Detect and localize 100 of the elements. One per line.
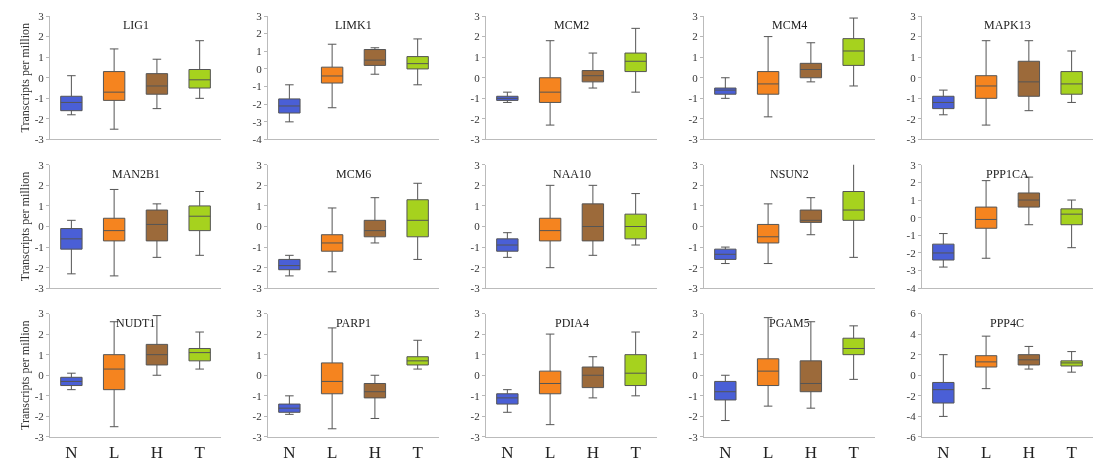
y-tick-label: -3 — [252, 282, 263, 295]
y-tick-label: 0 — [910, 71, 917, 84]
y-axis-title: Transcripts per million — [17, 22, 32, 133]
chart-title: MCM2 — [554, 18, 590, 32]
y-tick-label: 0 — [692, 220, 699, 233]
y-tick-label: -1 — [34, 240, 44, 253]
y-tick-label: 2 — [474, 30, 480, 43]
y-tick-label: 3 — [256, 307, 263, 320]
x-tick-label: T — [412, 443, 424, 463]
chart-title: PPP1CA — [986, 167, 1030, 181]
chart-title: PARP1 — [336, 316, 371, 330]
y-tick-label: -3 — [470, 133, 481, 146]
y-tick-label: -2 — [34, 112, 44, 125]
y-tick-label: 3 — [474, 9, 481, 22]
y-tick-label: 1 — [692, 348, 698, 361]
y-tick-label: 3 — [910, 9, 917, 22]
y-tick-label: -3 — [34, 430, 45, 443]
y-tick-label: -1 — [252, 240, 262, 253]
y-tick-label: -2 — [252, 261, 262, 274]
y-tick-label: 1 — [256, 199, 262, 212]
y-tick-label: 0 — [910, 211, 917, 224]
y-tick-label: -3 — [906, 264, 917, 277]
y-tick-label: -3 — [34, 133, 45, 146]
y-tick-label: 3 — [692, 307, 699, 320]
y-tick-label: -3 — [34, 282, 45, 295]
chart-title: PGAM5 — [769, 316, 810, 330]
y-tick-label: -1 — [470, 92, 480, 105]
y-tick-label: 3 — [38, 158, 45, 171]
y-tick-label: 0 — [38, 369, 45, 382]
y-tick-label: -2 — [470, 410, 480, 423]
x-tick-label: H — [368, 443, 382, 463]
x-tick-label: L — [326, 443, 338, 463]
x-tick-label: N — [65, 443, 78, 463]
y-tick-label: 1 — [38, 348, 44, 361]
y-tick-label: 0 — [910, 369, 917, 382]
y-tick-label: 0 — [38, 71, 45, 84]
y-tick-label: 1 — [474, 199, 480, 212]
chart-title: PDIA4 — [555, 316, 590, 330]
y-tick-label: 3 — [256, 9, 263, 22]
y-tick-label: -2 — [688, 112, 698, 125]
y-tick-label: 0 — [474, 369, 481, 382]
y-tick-label: -3 — [906, 133, 917, 146]
y-tick-label: -2 — [470, 112, 480, 125]
chart-title: NSUN2 — [770, 167, 809, 181]
x-tick-label: N — [283, 443, 296, 463]
y-tick-label: -2 — [906, 112, 916, 125]
y-tick-label: 3 — [910, 158, 917, 171]
y-tick-label: 1 — [692, 199, 698, 212]
y-tick-label: -1 — [252, 80, 262, 93]
chart-title: MAN2B1 — [112, 167, 161, 181]
y-tick-label: 3 — [38, 9, 45, 22]
y-tick-label: 2 — [910, 348, 916, 361]
x-tick-label: T — [848, 443, 860, 463]
y-tick-label: -2 — [688, 261, 698, 274]
y-tick-label: -2 — [252, 98, 262, 111]
y-tick-label: 2 — [474, 327, 480, 340]
y-tick-label: 1 — [38, 51, 44, 64]
x-tick-label: H — [586, 443, 600, 463]
y-tick-label: 3 — [692, 158, 699, 171]
y-tick-label: -1 — [34, 92, 44, 105]
y-tick-label: 0 — [474, 71, 481, 84]
y-tick-label: 1 — [910, 193, 916, 206]
y-tick-label: 0 — [692, 71, 699, 84]
y-tick-label: 0 — [256, 369, 263, 382]
y-tick-label: -3 — [470, 282, 481, 295]
chart-title: NAA10 — [553, 167, 591, 181]
x-tick-label: L — [762, 443, 774, 463]
y-axis-title: Transcripts per million — [17, 320, 32, 431]
y-tick-label: 2 — [910, 30, 916, 43]
y-tick-label: 1 — [474, 348, 480, 361]
y-tick-label: 2 — [692, 179, 698, 192]
y-tick-label: -4 — [252, 133, 263, 146]
y-tick-label: 0 — [692, 369, 699, 382]
x-tick-label: T — [194, 443, 206, 463]
y-tick-label: 3 — [692, 9, 699, 22]
y-tick-label: 0 — [474, 220, 481, 233]
y-tick-label: -1 — [34, 389, 44, 402]
y-tick-label: 2 — [910, 176, 916, 189]
y-tick-label: 2 — [256, 179, 262, 192]
y-tick-label: 0 — [256, 220, 263, 233]
y-tick-label: -1 — [688, 389, 698, 402]
x-tick-label: H — [1022, 443, 1035, 463]
y-tick-label: -2 — [688, 410, 698, 423]
y-tick-label: -2 — [34, 410, 44, 423]
y-tick-label: -3 — [252, 115, 263, 128]
y-tick-label: -1 — [688, 240, 698, 253]
y-tick-label: 3 — [474, 307, 481, 320]
y-axis-title: Transcripts per million — [17, 171, 32, 282]
y-tick-label: -3 — [688, 430, 699, 443]
x-tick-label: N — [719, 443, 732, 463]
chart-title: PPP4C — [990, 316, 1025, 330]
y-tick-label: 6 — [910, 307, 917, 320]
x-tick-label: T — [630, 443, 642, 463]
x-tick-label: N — [501, 443, 514, 463]
x-tick-label: H — [150, 443, 164, 463]
x-tick-label: T — [1066, 443, 1078, 463]
y-tick-label: 2 — [692, 30, 698, 43]
y-tick-label: -6 — [906, 430, 917, 443]
y-tick-label: 1 — [256, 45, 262, 58]
y-tick-label: -3 — [688, 133, 699, 146]
